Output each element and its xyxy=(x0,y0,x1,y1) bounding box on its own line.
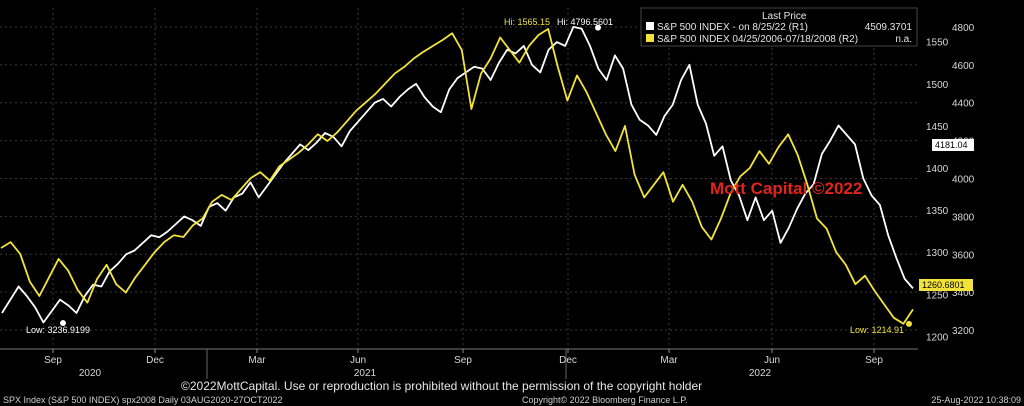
x-year-label: 2022 xyxy=(749,368,772,379)
footer-right: 25-Aug-2022 10:38:09 xyxy=(931,395,1021,405)
hi-marker-r1 xyxy=(595,24,601,31)
y-tick-label-r1: 3200 xyxy=(952,326,975,337)
legend: Last Price S&P 500 INDEX - on 8/25/22 (R… xyxy=(640,7,918,47)
series-line-r2 xyxy=(0,28,914,325)
grid xyxy=(0,8,918,349)
series-layer xyxy=(0,24,914,327)
series-line-r1 xyxy=(1,25,914,324)
x-tick-label: Sep xyxy=(454,355,472,366)
annotation-low-r2: Low: 1214.91 xyxy=(850,325,904,335)
legend-swatch-r1 xyxy=(646,22,654,30)
x-tick-label: Jun xyxy=(350,355,366,366)
legend-box xyxy=(640,7,918,47)
y-tick-label-r1: 3400 xyxy=(952,288,975,299)
y-tick-label-r2: 1500 xyxy=(926,80,949,91)
x-tick-label: Sep xyxy=(865,355,883,366)
axis-layer: 3200340036003800400042004400460048001200… xyxy=(0,23,975,379)
legend-label-r1: S&P 500 INDEX - on 8/25/22 (R1) xyxy=(657,22,808,33)
watermark: Mott Capital ©2022 xyxy=(710,179,862,198)
x-year-label: 2021 xyxy=(354,368,377,379)
y-tick-label-r1: 4800 xyxy=(952,23,975,34)
y-tick-label-r2: 1300 xyxy=(926,248,949,259)
footer-center: Copyright© 2022 Bloomberg Finance L.P. xyxy=(522,395,688,405)
x-tick-label: Dec xyxy=(146,355,164,366)
footer-left: SPX Index (S&P 500 INDEX) spx2008 Daily … xyxy=(3,395,282,405)
y-tick-label-r1: 4000 xyxy=(952,175,975,186)
legend-value-r1: 4509.3701 xyxy=(865,22,913,33)
x-tick-label: Mar xyxy=(248,355,266,366)
y-tick-label-r2: 1350 xyxy=(926,206,949,217)
x-tick-label: Mar xyxy=(660,355,678,366)
x-tick-label: Sep xyxy=(44,355,62,366)
legend-header: Last Price xyxy=(762,11,807,22)
x-tick-label: Jun xyxy=(764,355,780,366)
x-tick-label: Dec xyxy=(559,355,577,366)
y-tick-label-r1: 3800 xyxy=(952,212,975,223)
annotation-hi-r2: Hi: 1565.15 xyxy=(504,17,550,27)
y-tick-label-r2: 1400 xyxy=(926,164,949,175)
legend-value-r2: n.a. xyxy=(895,34,912,45)
legend-swatch-r2 xyxy=(646,34,654,42)
y-tick-label-r1: 4400 xyxy=(952,99,975,110)
last-tag-r1 xyxy=(932,139,974,151)
last-tag-r1-text: 4181.04 xyxy=(935,140,968,150)
last-tag-r2-text: 1260.6801 xyxy=(922,280,965,290)
y-tick-label-r1: 3600 xyxy=(952,250,975,261)
y-tick-label-r2: 1250 xyxy=(926,290,949,301)
y-tick-label-r2: 1550 xyxy=(926,38,949,49)
low-marker-r2 xyxy=(906,320,912,327)
last-tag-r2 xyxy=(919,279,973,291)
low-marker-r1 xyxy=(60,320,66,327)
copyright-notice: ©2022MottCapital. Use or reproduction is… xyxy=(181,379,702,393)
y-tick-label-r2: 1450 xyxy=(926,122,949,133)
y-tick-label-r1: 4600 xyxy=(952,61,975,72)
x-year-label: 2020 xyxy=(79,368,102,379)
annotation-hi-r1: Hi: 4796.5601 xyxy=(557,17,613,27)
annotation-low-r1: Low: 3236.9199 xyxy=(26,325,90,335)
legend-label-r2: S&P 500 INDEX 04/25/2006-07/18/2008 (R2) xyxy=(657,34,858,45)
y-tick-label-r2: 1200 xyxy=(926,332,949,343)
